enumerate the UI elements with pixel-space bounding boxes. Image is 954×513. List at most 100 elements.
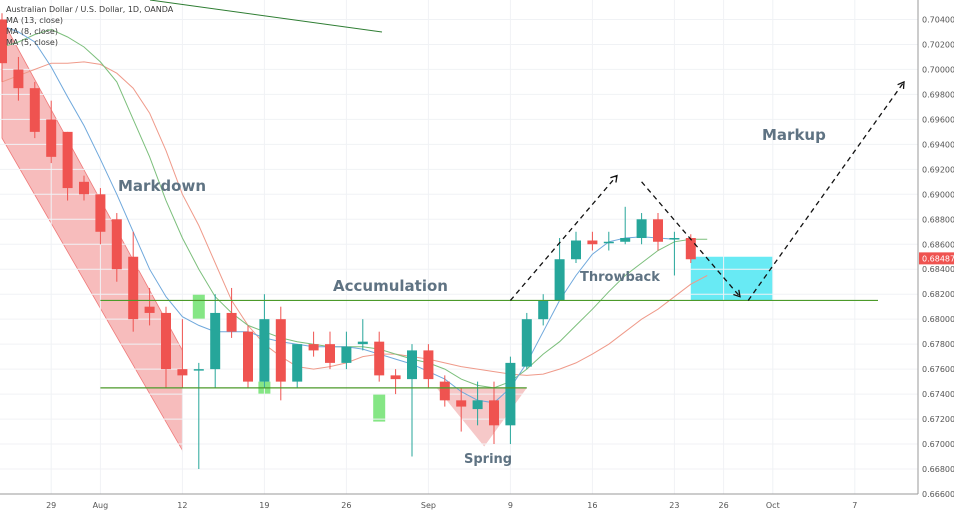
candle-body (62, 131, 73, 189)
candle-body (46, 119, 57, 157)
projection-arrow (509, 175, 618, 301)
price-tick-label: 0.70400 (922, 15, 954, 24)
candle-body (538, 300, 549, 320)
candle-body (210, 312, 221, 370)
candle-body (308, 344, 319, 351)
price-tick-label: 0.66800 (922, 465, 954, 474)
current-price-tag (919, 252, 954, 265)
ma8-line (1, 28, 708, 389)
candle-body (128, 256, 139, 320)
annotation-markdown: Markdown (118, 177, 206, 195)
candle-body (489, 400, 499, 426)
candle-body (0, 19, 7, 64)
time-tick-label: 26 (341, 501, 351, 510)
price-tick-label: 0.69400 (922, 140, 954, 149)
price-tick-label: 0.69600 (922, 115, 954, 124)
time-tick-label: 9 (508, 501, 513, 510)
highlight-box (192, 294, 205, 320)
candle-body (29, 88, 40, 132)
candle-body (79, 181, 89, 195)
price-tick-label: 0.70000 (922, 65, 954, 74)
candle-body (111, 219, 122, 270)
drawing-lines-layer (100, 0, 905, 389)
markdown-channel (1, 19, 183, 452)
price-tick-label: 0.70200 (922, 40, 954, 49)
chart-legend: Australian Dollar / U.S. Dollar, 1D, OAN… (6, 4, 173, 48)
annotations-layer: Markdown Accumulation Throwback Markup S… (118, 126, 826, 467)
upper-trend-line (149, 0, 383, 33)
candle-body (603, 241, 614, 244)
legend-ma5: MA (5, close) (6, 38, 58, 47)
price-tick-label: 0.67600 (922, 365, 954, 374)
candle-body (177, 369, 188, 376)
annotation-throwback: Throwback (580, 270, 660, 285)
legend-title: Australian Dollar / U.S. Dollar, 1D, OAN… (6, 5, 174, 14)
price-tick-label: 0.68000 (922, 315, 954, 324)
candle-body (554, 259, 565, 301)
arrowhead-markup (897, 80, 905, 89)
candle-body (587, 240, 598, 245)
candles-layer (0, 13, 696, 470)
time-tick-label: 26 (719, 501, 729, 510)
price-tick-label: 0.68400 (922, 265, 954, 274)
time-tick-label: 29 (46, 501, 56, 510)
candle-body (620, 238, 631, 242)
annotation-accumulation: Accumulation (333, 277, 448, 295)
candle-body (636, 219, 647, 239)
price-tick-label: 0.67200 (922, 415, 954, 424)
throwback-target-box (690, 256, 773, 301)
candle-body (505, 362, 516, 426)
price-tick-label: 0.68600 (922, 240, 954, 249)
projection-arrow (641, 181, 741, 298)
annotation-spring: Spring (464, 452, 512, 467)
time-tick-label: Oct (766, 501, 780, 510)
candle-body (292, 344, 303, 382)
price-tick-label: 0.66600 (922, 490, 954, 499)
candle-body (275, 319, 286, 382)
time-tick-label: 7 (852, 501, 857, 510)
price-tick-label: 0.69200 (922, 165, 954, 174)
time-tick-label: Aug (93, 501, 109, 510)
price-tick-label: 0.69000 (922, 190, 954, 199)
candle-body (685, 238, 696, 260)
legend-ma8: MA (8, close) (6, 27, 58, 36)
candle-body (423, 350, 434, 380)
candle-body (669, 238, 680, 240)
time-tick-label: 12 (177, 501, 187, 510)
projection-arrow (747, 81, 905, 301)
candle-body (193, 369, 204, 371)
candle-body (374, 341, 385, 376)
candle-body (521, 319, 532, 367)
price-tick-label: 0.68200 (922, 290, 954, 299)
time-tick-label: 19 (259, 501, 269, 510)
candle-body (13, 69, 24, 89)
legend-ma13: MA (13, close) (6, 16, 64, 25)
price-tick-label: 0.69800 (922, 90, 954, 99)
candle-body (653, 219, 663, 242)
candle-body (472, 400, 483, 410)
candle-body (456, 400, 467, 407)
highlight-box (373, 394, 386, 422)
candle-body (144, 306, 155, 313)
candle-body (259, 319, 270, 382)
candle-body (390, 375, 401, 380)
candle-body (325, 344, 335, 363)
candle-body (357, 341, 368, 345)
ma13-line (1, 61, 708, 376)
candle-body (439, 381, 450, 401)
arrowhead-up (610, 174, 618, 183)
price-tick-label: 0.67400 (922, 390, 954, 399)
candle-body (571, 240, 581, 260)
arrowhead-down (733, 289, 741, 298)
time-tick-label: 23 (669, 501, 679, 510)
price-tick-label: 0.67000 (922, 440, 954, 449)
candle-body (161, 312, 171, 370)
grid-layer (0, 0, 918, 495)
time-tick-label: 16 (587, 501, 597, 510)
time-tick-label: Sep (421, 501, 436, 510)
candle-body (243, 331, 253, 382)
candle-body (341, 346, 352, 363)
candle-body (407, 350, 417, 380)
